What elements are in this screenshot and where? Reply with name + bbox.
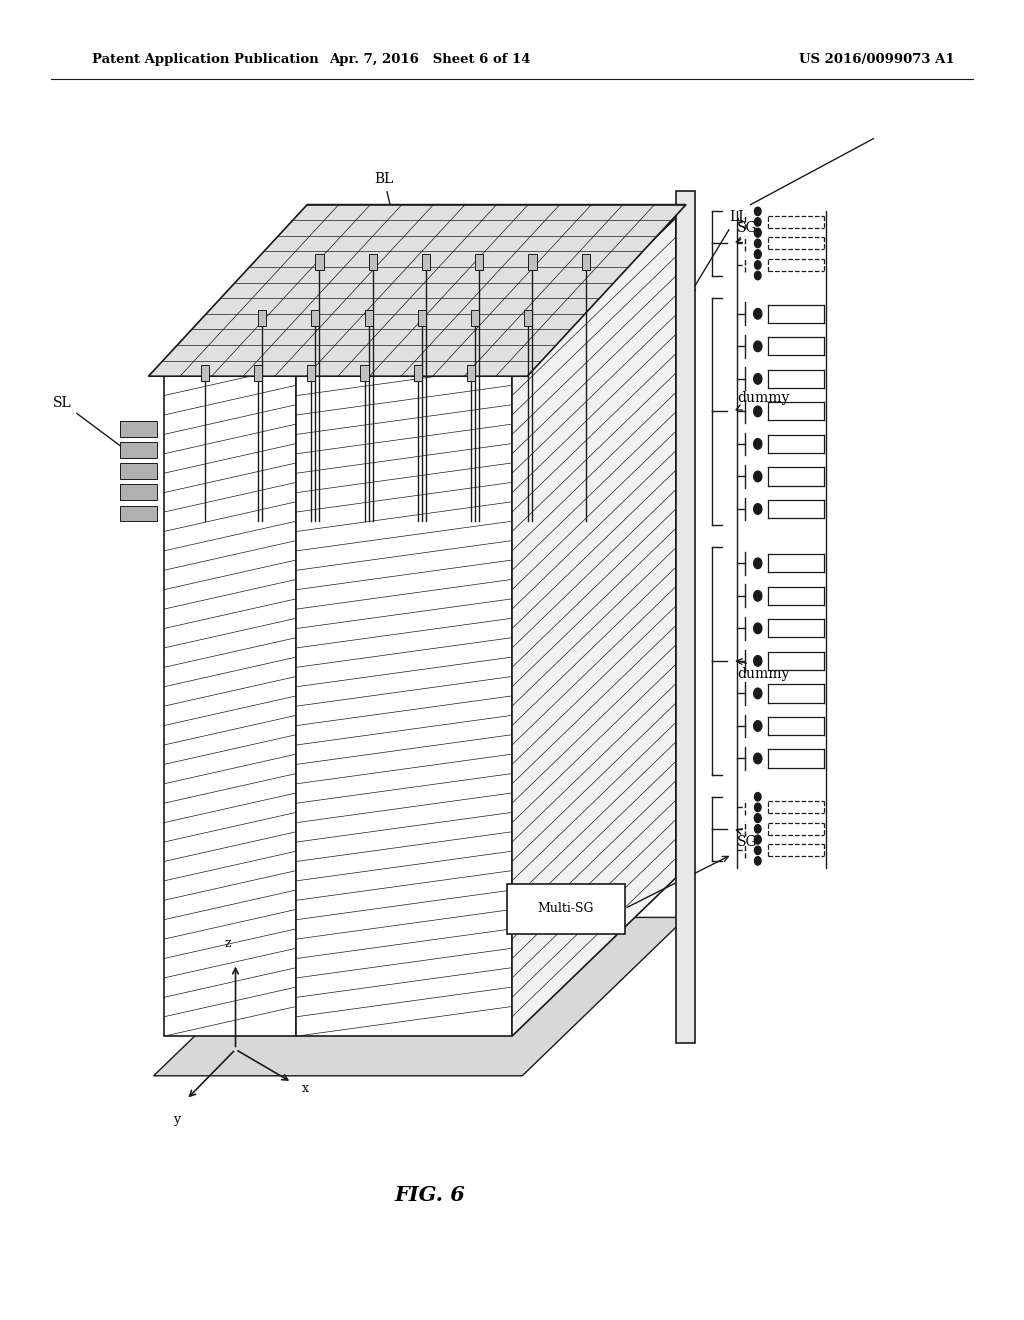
Circle shape: [755, 846, 761, 854]
Bar: [120, 506, 157, 521]
Circle shape: [754, 688, 762, 698]
Circle shape: [754, 438, 762, 449]
Text: LI: LI: [690, 210, 743, 293]
Text: Patent Application Publication: Patent Application Publication: [92, 53, 318, 66]
Text: y: y: [173, 1113, 179, 1126]
Text: Apr. 7, 2016   Sheet 6 of 14: Apr. 7, 2016 Sheet 6 of 14: [330, 53, 530, 66]
Circle shape: [755, 814, 761, 822]
Circle shape: [754, 590, 762, 601]
Circle shape: [755, 825, 761, 833]
Circle shape: [754, 558, 762, 569]
Bar: [507, 883, 625, 933]
Bar: [120, 421, 157, 437]
Circle shape: [754, 721, 762, 731]
Circle shape: [755, 857, 761, 865]
Text: US 2016/0099073 A1: US 2016/0099073 A1: [799, 53, 954, 66]
Circle shape: [754, 374, 762, 384]
Bar: [258, 310, 266, 326]
Polygon shape: [154, 917, 686, 1076]
Circle shape: [754, 309, 762, 319]
Circle shape: [755, 239, 761, 248]
Circle shape: [755, 228, 761, 236]
Bar: [582, 255, 590, 271]
Circle shape: [754, 656, 762, 667]
Bar: [120, 484, 157, 500]
Polygon shape: [296, 376, 512, 1036]
Bar: [418, 310, 426, 326]
Polygon shape: [148, 205, 686, 376]
Text: BL: BL: [375, 172, 404, 261]
Circle shape: [755, 272, 761, 280]
Bar: [475, 255, 483, 271]
Circle shape: [754, 471, 762, 482]
Bar: [120, 463, 157, 479]
Polygon shape: [512, 218, 676, 1036]
Circle shape: [755, 218, 761, 226]
Bar: [360, 366, 369, 381]
Circle shape: [755, 836, 761, 843]
Bar: [201, 366, 209, 381]
Bar: [414, 366, 422, 381]
Bar: [315, 255, 324, 271]
Bar: [422, 255, 430, 271]
Circle shape: [754, 504, 762, 515]
Circle shape: [754, 754, 762, 764]
Text: z: z: [224, 937, 230, 950]
Circle shape: [755, 792, 761, 801]
Circle shape: [755, 207, 761, 215]
Circle shape: [755, 803, 761, 812]
Circle shape: [755, 836, 761, 843]
Circle shape: [755, 228, 761, 238]
Text: FIG. 6: FIG. 6: [394, 1184, 466, 1205]
Circle shape: [755, 813, 761, 822]
Text: x: x: [302, 1082, 309, 1096]
Bar: [524, 310, 532, 326]
Text: Multi-SG: Multi-SG: [538, 902, 594, 915]
Bar: [365, 310, 373, 326]
Circle shape: [755, 251, 761, 259]
Bar: [471, 310, 479, 326]
Circle shape: [755, 261, 761, 269]
Bar: [307, 366, 315, 381]
Circle shape: [754, 623, 762, 634]
Circle shape: [754, 407, 762, 417]
Circle shape: [755, 249, 761, 259]
Bar: [120, 442, 157, 458]
Text: SG: SG: [736, 220, 758, 243]
Polygon shape: [164, 376, 296, 1036]
Circle shape: [754, 341, 762, 351]
Bar: [467, 366, 475, 381]
Text: dummy: dummy: [736, 659, 790, 681]
Text: SG: SG: [736, 829, 758, 849]
Bar: [528, 255, 537, 271]
Text: SL: SL: [53, 396, 130, 453]
Bar: [369, 255, 377, 271]
Bar: [254, 366, 262, 381]
Text: dummy: dummy: [736, 391, 790, 411]
Bar: [311, 310, 319, 326]
Polygon shape: [676, 191, 695, 1043]
